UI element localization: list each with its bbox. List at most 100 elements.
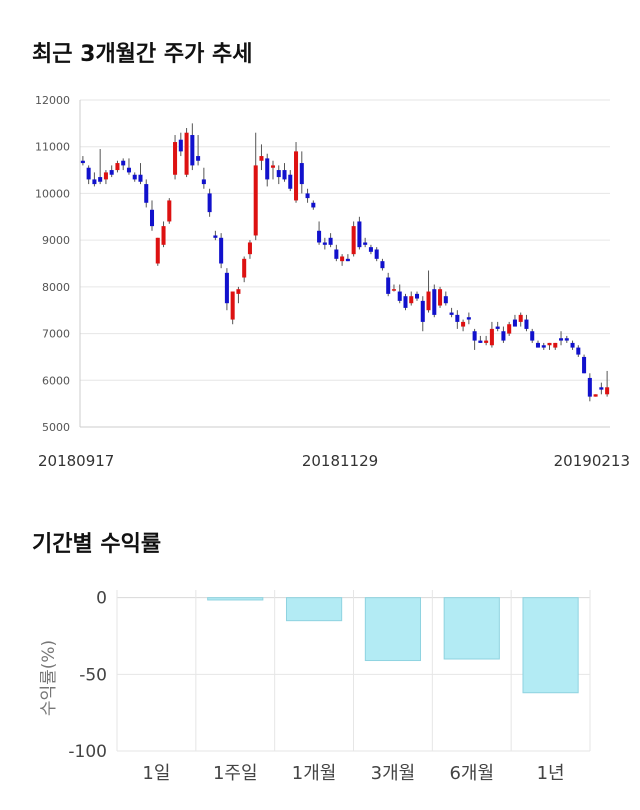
- candle-body: [582, 356, 587, 374]
- y-axis-title: 수익률(%): [39, 640, 59, 716]
- y-tick-label: 8000: [42, 281, 70, 294]
- candle-body: [98, 177, 103, 182]
- candle-body: [391, 289, 396, 291]
- y-tick-label: 5000: [42, 421, 70, 434]
- candle-body: [196, 156, 201, 161]
- candle-body: [322, 242, 327, 245]
- candle-body: [86, 167, 91, 180]
- candle-body: [518, 314, 523, 322]
- candle-body: [420, 300, 425, 322]
- candle-body: [403, 296, 408, 308]
- candle-body: [334, 249, 339, 259]
- candle-body: [270, 165, 276, 168]
- candle-body: [472, 331, 477, 341]
- candle-body: [155, 237, 160, 264]
- x-category-label: 6개월: [449, 763, 494, 784]
- stock-price-candlestick-chart: 5000 6000 7000 8000 9000 10000 11000 12000 20180…: [35, 94, 630, 470]
- x-category-label: 3개월: [371, 763, 416, 784]
- candle-body: [184, 132, 189, 175]
- candle-body: [593, 394, 598, 397]
- candle-body: [426, 291, 431, 311]
- stock-trend-title: 최근 3개월간 주가 추세: [32, 42, 253, 67]
- candle-body: [576, 347, 581, 355]
- y-tick-label: 6000: [42, 374, 70, 387]
- candle-body: [409, 296, 414, 304]
- candle-body: [587, 377, 592, 397]
- y-tick-label: -50: [79, 665, 107, 685]
- candle-body: [461, 321, 466, 327]
- candle-body: [167, 200, 172, 222]
- return-bar: [207, 597, 264, 601]
- candle-body: [484, 340, 489, 343]
- candle-body: [599, 387, 604, 390]
- candle-body: [242, 258, 247, 278]
- candle-body: [317, 230, 322, 243]
- candle-body: [559, 338, 564, 341]
- candle-body: [80, 160, 85, 164]
- candle-body: [121, 160, 126, 166]
- candle-body: [564, 338, 569, 341]
- candle-body: [466, 317, 471, 320]
- candle-body: [524, 319, 529, 329]
- candle-body: [305, 193, 310, 199]
- x-tick-label: 20181129: [302, 452, 378, 470]
- y-tick-label: 7000: [42, 328, 70, 341]
- candle-body: [126, 167, 131, 173]
- candle-body: [345, 258, 350, 262]
- candle-body: [414, 293, 420, 299]
- x-tick-label: 20190213: [554, 452, 630, 470]
- x-category-label: 1주일: [213, 763, 258, 784]
- candle-body: [230, 291, 235, 320]
- candle-body: [253, 165, 258, 236]
- y-tick-label: 0: [96, 589, 107, 609]
- candle-body: [207, 193, 212, 213]
- candle-body: [115, 163, 120, 171]
- return-bar: [285, 597, 343, 622]
- candle-body: [294, 151, 299, 201]
- candle-body: [374, 249, 379, 259]
- candle-body: [149, 209, 155, 227]
- candle-body: [340, 256, 345, 262]
- candle-body: [103, 172, 108, 180]
- x-category-label: 1개월: [292, 763, 337, 784]
- candle-body: [535, 342, 541, 348]
- candle-body: [386, 277, 391, 294]
- candle-body: [161, 226, 166, 245]
- candle-body: [380, 261, 385, 269]
- x-tick-label: 20180917: [38, 452, 114, 470]
- candle-body: [299, 163, 304, 185]
- candle-body: [173, 142, 178, 175]
- candle-body: [351, 226, 356, 255]
- y-tick-label: 9000: [42, 234, 70, 247]
- candle-body: [605, 387, 610, 395]
- candle-body: [259, 156, 264, 161]
- candle-body: [432, 289, 437, 315]
- period-returns-title: 기간별 수익률: [32, 532, 162, 557]
- candle-body: [553, 342, 558, 348]
- candle-body: [92, 179, 97, 185]
- x-category-label: 1일: [142, 763, 170, 784]
- y-tick-label: -100: [68, 742, 107, 762]
- candle-body: [144, 184, 149, 203]
- y-tick-label: 10000: [35, 187, 70, 200]
- candle-body: [368, 247, 373, 252]
- candle-body: [276, 170, 281, 178]
- candle-body: [138, 174, 143, 182]
- candle-body: [443, 296, 448, 304]
- candle-body: [501, 331, 506, 341]
- candle-body: [201, 179, 206, 185]
- candle-body: [363, 242, 368, 245]
- candle-body: [219, 237, 224, 264]
- return-bar: [522, 597, 579, 694]
- candle-body: [288, 174, 293, 189]
- candle-body: [397, 291, 402, 301]
- candle-body: [530, 331, 535, 341]
- candle-body: [449, 312, 454, 315]
- candle-body: [357, 221, 362, 248]
- candle-body: [224, 272, 229, 304]
- candle-body: [109, 170, 114, 175]
- return-bar: [364, 597, 422, 662]
- candle-body: [541, 345, 546, 348]
- candle-body: [438, 289, 443, 306]
